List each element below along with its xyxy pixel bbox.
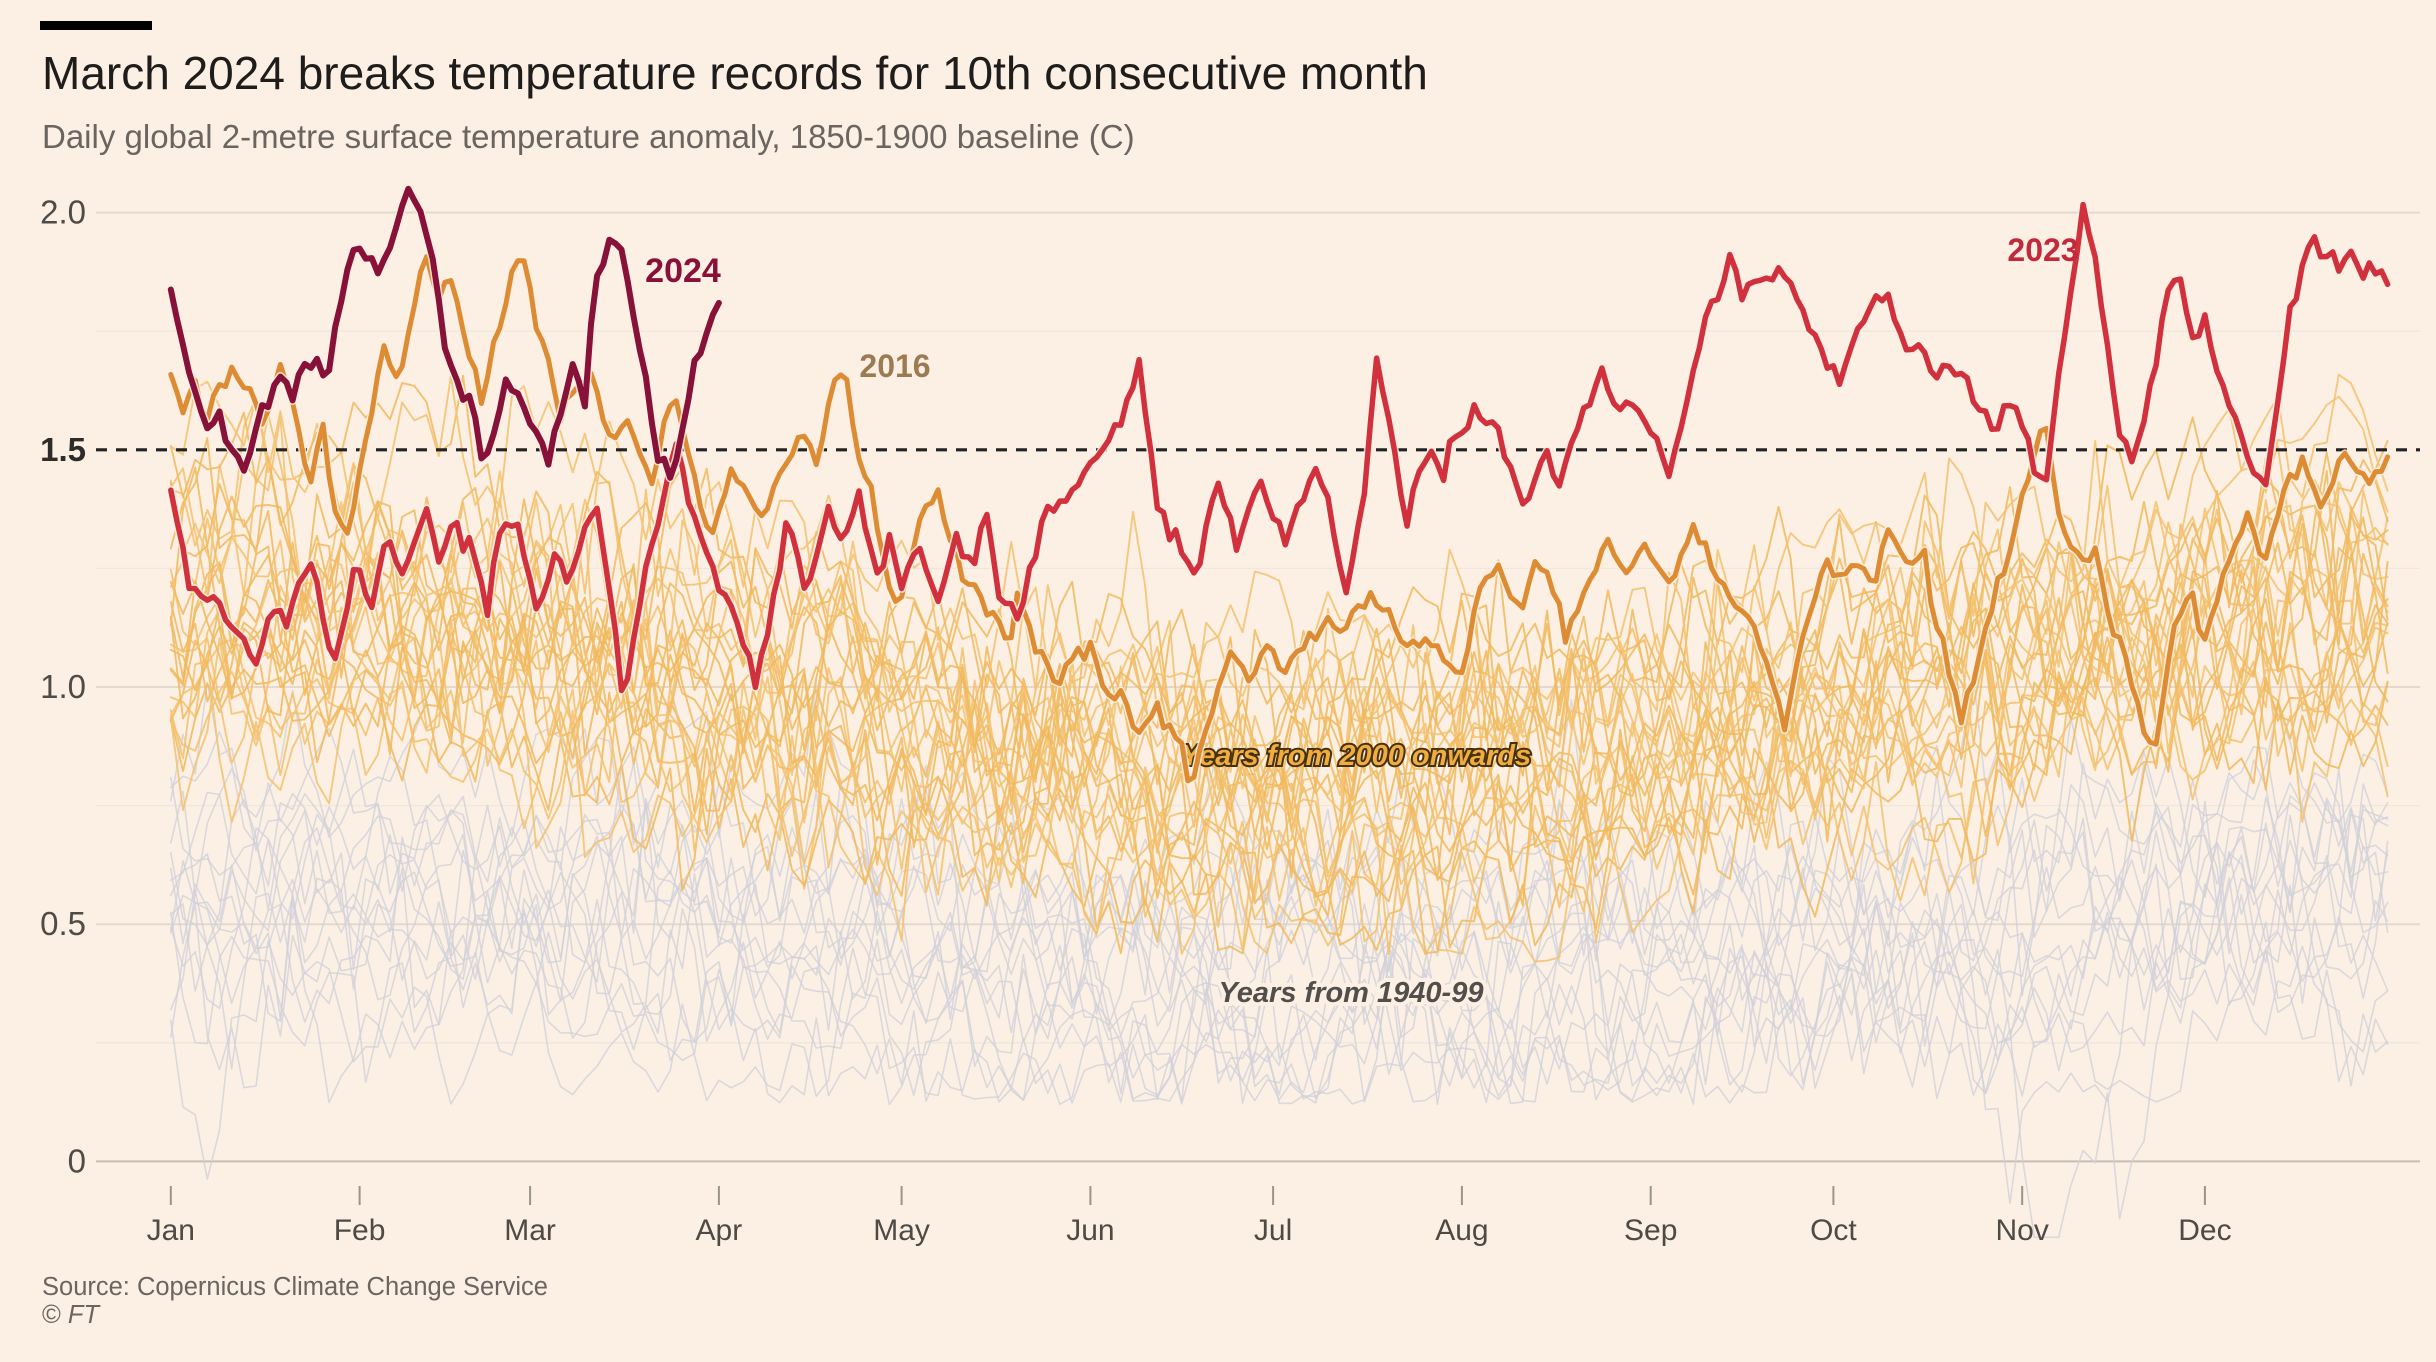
- svg-text:Nov: Nov: [1996, 1214, 2049, 1247]
- svg-text:0.5: 0.5: [40, 905, 86, 942]
- svg-text:2.0: 2.0: [40, 194, 86, 231]
- svg-text:Jun: Jun: [1066, 1214, 1114, 1247]
- svg-text:Jan: Jan: [147, 1214, 195, 1247]
- svg-text:Dec: Dec: [2178, 1214, 2231, 1247]
- svg-text:1.5: 1.5: [40, 431, 86, 468]
- svg-text:© FT: © FT: [42, 1301, 101, 1329]
- svg-text:Mar: Mar: [504, 1214, 556, 1247]
- svg-text:1.0: 1.0: [40, 668, 86, 705]
- svg-text:Aug: Aug: [1435, 1214, 1488, 1247]
- svg-text:2016: 2016: [859, 348, 930, 384]
- svg-text:Apr: Apr: [696, 1214, 743, 1247]
- svg-text:Sep: Sep: [1624, 1214, 1677, 1247]
- svg-text:Oct: Oct: [1810, 1214, 1857, 1247]
- svg-text:May: May: [873, 1214, 930, 1247]
- svg-text:Years from 1940-99: Years from 1940-99: [1219, 977, 1484, 1009]
- svg-text:Daily global 2-metre surface t: Daily global 2-metre surface temperature…: [42, 118, 1135, 155]
- svg-text:2023: 2023: [2007, 232, 2078, 268]
- svg-text:Source: Copernicus Climate Cha: Source: Copernicus Climate Change Servic…: [42, 1273, 548, 1301]
- svg-text:Jul: Jul: [1254, 1214, 1292, 1247]
- svg-text:March 2024 breaks temperature: March 2024 breaks temperature records fo…: [42, 47, 1428, 99]
- svg-text:0: 0: [68, 1142, 86, 1179]
- svg-text:Feb: Feb: [334, 1214, 386, 1247]
- svg-text:Years from 2000 onwards: Years from 2000 onwards: [1181, 740, 1531, 772]
- svg-text:2024: 2024: [645, 252, 721, 290]
